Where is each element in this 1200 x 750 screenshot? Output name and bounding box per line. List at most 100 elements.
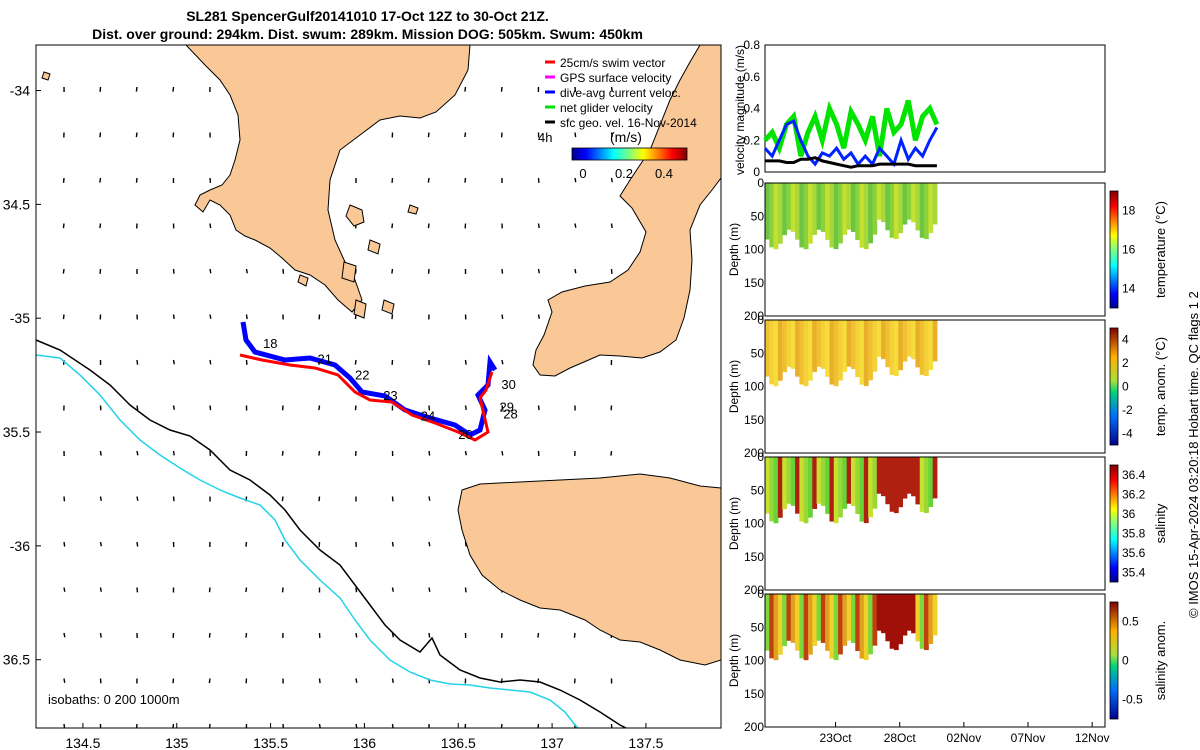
heatmap-cell bbox=[833, 457, 839, 524]
heatmap-cell bbox=[765, 320, 770, 377]
y-tick-label: -35 bbox=[10, 310, 30, 326]
heatmap-cell bbox=[868, 457, 873, 518]
heatmap-cell bbox=[795, 457, 800, 514]
current-arrow bbox=[501, 359, 504, 365]
heatmap-cell bbox=[812, 320, 818, 372]
kangaroo-island bbox=[457, 473, 721, 666]
heatmap-cell bbox=[911, 457, 916, 497]
colorbar-title: (m/s) bbox=[610, 129, 642, 145]
heatmap-cell bbox=[825, 594, 830, 651]
heatmap-cell bbox=[825, 183, 830, 240]
current-arrow bbox=[281, 496, 284, 502]
current-arrow bbox=[428, 541, 431, 547]
current-arrow bbox=[99, 541, 102, 547]
heatmap-cell bbox=[769, 183, 775, 248]
heatmap-cell bbox=[833, 594, 839, 661]
heatmap-cell bbox=[786, 183, 792, 230]
day-label-18: 18 bbox=[263, 336, 277, 351]
colorbar-tick: 4 bbox=[1122, 333, 1129, 347]
heatmap-cell bbox=[885, 594, 891, 642]
colorbar-tick-1: 0.2 bbox=[615, 166, 633, 181]
heatmap-cell bbox=[777, 594, 783, 655]
x-tick-label: 137 bbox=[540, 735, 564, 750]
heatmap-cell bbox=[825, 320, 830, 377]
heatmap-cell bbox=[919, 594, 925, 649]
heatmap-cell bbox=[829, 320, 835, 385]
heatmap-cell bbox=[846, 457, 852, 504]
legend-label: sfc geo. vel. 16-Nov-2014 bbox=[560, 116, 697, 130]
depth-label: Depth (m) bbox=[727, 497, 741, 550]
colorbar-tick: 2 bbox=[1122, 356, 1129, 370]
current-arrow bbox=[464, 450, 467, 456]
vel-y-tick: 0.4 bbox=[743, 102, 760, 116]
heatmap-cell bbox=[820, 594, 826, 643]
current-arrow bbox=[135, 86, 138, 92]
heatmap-cell bbox=[799, 183, 805, 248]
heatmap-cell bbox=[838, 320, 843, 381]
series-sfc-geo-vel- bbox=[765, 156, 937, 169]
current-arrow bbox=[354, 405, 357, 411]
heatmap-cell bbox=[777, 457, 783, 518]
map-content: 18 21 22 23 24 29 30 20 28 bbox=[36, 45, 721, 728]
current-arrow bbox=[574, 177, 577, 183]
y-tick-label: -36 bbox=[10, 538, 30, 554]
current-arrow bbox=[245, 541, 248, 547]
day-labels: 18 21 22 23 24 29 30 20 28 bbox=[263, 336, 518, 442]
current-arrow bbox=[209, 314, 212, 319]
current-arrow bbox=[136, 450, 139, 456]
track-map[interactable]: 18 21 22 23 24 29 30 20 28 134.5 135 135.5 136 136.5… bbox=[3, 44, 722, 750]
heatmap-cell bbox=[919, 320, 925, 375]
colorbar-0 bbox=[1109, 190, 1119, 309]
y-tick-label: 34.5 bbox=[3, 196, 30, 212]
current-arrow bbox=[427, 132, 430, 138]
current-arrow bbox=[245, 314, 248, 320]
x-tick-label: 137.5 bbox=[628, 735, 663, 750]
colorbar-tick: 0 bbox=[1122, 654, 1129, 668]
current-arrow bbox=[99, 450, 102, 456]
heatmap-cell bbox=[855, 183, 861, 241]
vel-y-tick: 0.6 bbox=[743, 70, 760, 84]
title-line-2: Dist. over ground: 294km. Dist. swum: 28… bbox=[92, 26, 643, 42]
heatmap-cell bbox=[799, 457, 805, 522]
heatmap-cell bbox=[928, 457, 934, 508]
heatmap-cell bbox=[829, 183, 835, 248]
heatmap-cell bbox=[893, 183, 899, 240]
current-arrow bbox=[428, 632, 431, 638]
depth-tick: 0 bbox=[757, 313, 764, 327]
heatmap-cell bbox=[782, 457, 787, 510]
heatmap-cell bbox=[807, 457, 813, 518]
heatmap-cell bbox=[898, 320, 904, 371]
heatmap-cell bbox=[773, 594, 779, 661]
current-arrow bbox=[355, 632, 358, 638]
vel-y-tick: 0.8 bbox=[743, 38, 760, 52]
depth-tick: 0 bbox=[757, 450, 764, 464]
current-arrow bbox=[318, 450, 321, 456]
day-label-20: 20 bbox=[458, 427, 472, 442]
current-arrow bbox=[209, 268, 212, 274]
colorbar-tick: 35.8 bbox=[1122, 526, 1146, 540]
colorbar-tick: 36.4 bbox=[1122, 468, 1146, 482]
legend-label: dive-avg current veloc. bbox=[560, 86, 681, 100]
heatmap-cell bbox=[885, 320, 891, 368]
colorbar-label-2: salinity bbox=[1153, 503, 1168, 543]
colorbar-1 bbox=[1109, 327, 1119, 446]
heatmap-cell bbox=[838, 594, 843, 655]
heatmap-cell bbox=[876, 320, 882, 357]
heatmap-cell bbox=[932, 594, 938, 636]
isobath-label: isobaths: 0 200 1000m bbox=[48, 692, 180, 707]
heatmap-cell bbox=[807, 183, 813, 244]
current-arrow bbox=[428, 496, 431, 501]
isobath-1000m bbox=[36, 354, 580, 728]
current-arrow bbox=[574, 132, 577, 138]
velocity-panel bbox=[764, 44, 1106, 173]
heatmap-cell bbox=[846, 594, 852, 641]
heatmap-cell bbox=[859, 320, 865, 385]
depth-tick: 50 bbox=[751, 620, 765, 634]
current-arrow bbox=[537, 632, 540, 638]
series-dive-avg-current-veloc- bbox=[763, 119, 939, 168]
title-line-1: SL281 SpencerGulf20141010 17-Oct 12Z to … bbox=[186, 8, 549, 24]
current-arrow bbox=[172, 314, 175, 320]
heatmap-cell bbox=[898, 183, 904, 234]
